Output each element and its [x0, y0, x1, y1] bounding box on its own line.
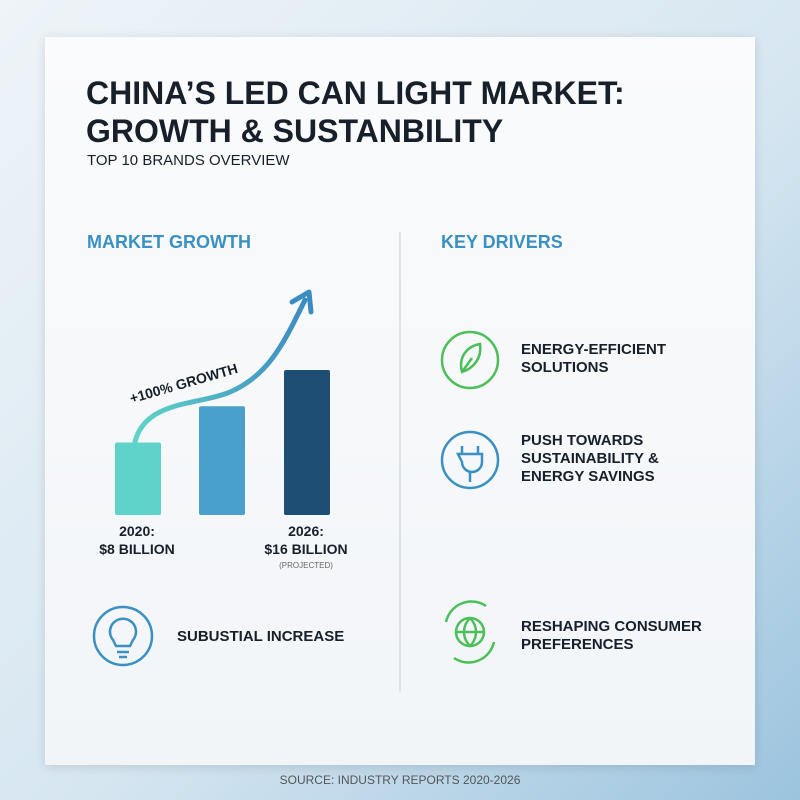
- bar-note: (PROJECTED): [279, 561, 333, 570]
- driver: PUSH TOWARDS SUSTAINABILITY & ENERGY SAV…: [521, 432, 659, 485]
- section-heading: MARKET GROWTH: [87, 232, 251, 252]
- source: SOURCE: INDUSTRY REPORTS 2020-2026: [279, 773, 521, 787]
- growth-arrow: [132, 297, 308, 445]
- highlight: SUBUSTIAL INCREASE: [177, 628, 345, 645]
- bar-label: $8 BILLION: [99, 541, 175, 557]
- driver: ENERGY-EFFICIENT SOLUTIONS: [521, 341, 667, 376]
- bar-label: $16 BILLION: [264, 541, 348, 557]
- bar: [284, 370, 330, 515]
- title: CHINA’S LED CAN LIGHT MARKET: GROWTH & S…: [86, 75, 625, 149]
- bar: [199, 406, 245, 515]
- subtitle: TOP 10 BRANDS OVERVIEW: [87, 152, 290, 169]
- section-heading: KEY DRIVERS: [441, 232, 563, 252]
- driver: RESHAPING CONSUMER PREFERENCES: [521, 618, 702, 653]
- bar-year: 2026:: [288, 523, 324, 539]
- bar: [115, 442, 161, 515]
- arrow-head: [289, 289, 314, 315]
- annotation: +100% GROWTH: [128, 360, 240, 406]
- icons: [92, 330, 500, 667]
- bar-year: 2020:: [119, 523, 155, 539]
